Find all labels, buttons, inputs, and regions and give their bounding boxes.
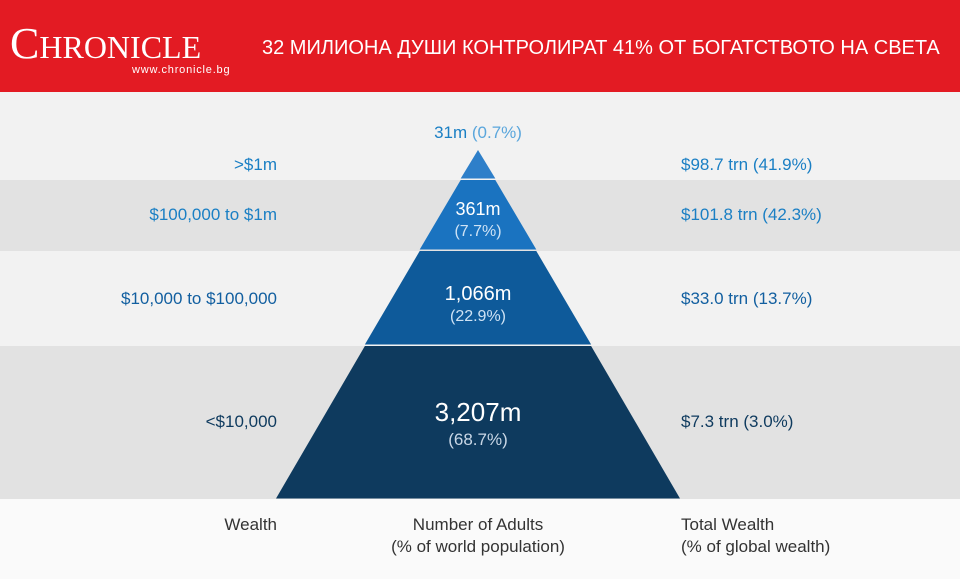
total-wealth-label-tier-2: $101.8 trn (42.3%)	[681, 205, 822, 224]
total-wealth-label-tier-3: $33.0 trn (13.7%)	[681, 289, 813, 308]
pyramid-tier-3	[364, 251, 592, 345]
pyramid-tier-4	[276, 346, 680, 499]
adults-value-tier-3: 1,066m	[445, 283, 512, 305]
site-url[interactable]: www.chronicle.bg	[132, 64, 231, 76]
footer-wealth-label: Wealth	[224, 515, 277, 534]
wealth-label-tier-4: <$10,000	[205, 412, 277, 431]
adults-value-tier-4: 3,207m	[435, 397, 522, 427]
adults-label-tier-1: 31m (0.7%)	[434, 123, 522, 142]
page-title: 32 МИЛИОНА ДУШИ КОНТРОЛИРАТ 41% ОТ БОГАТ…	[262, 37, 940, 59]
pyramid-tier-2	[419, 180, 537, 250]
wealth-label-tier-3: $10,000 to $100,000	[121, 289, 277, 308]
adults-pct-tier-3: (22.9%)	[450, 308, 506, 325]
header-banner: CHRONICLE www.chronicle.bg 32 МИЛИОНА ДУ…	[0, 0, 960, 92]
wealth-label-tier-2: $100,000 to $1m	[149, 205, 277, 224]
footer-total-line1: Total Wealth	[681, 515, 775, 534]
total-wealth-label-tier-1: $98.7 trn (41.9%)	[681, 155, 813, 174]
wealth-label-tier-1: >$1m	[234, 155, 277, 174]
footer-total-line2: (% of global wealth)	[681, 537, 831, 556]
footer-band	[0, 499, 960, 579]
footer-total-label: Total Wealth (% of global wealth)	[681, 514, 830, 558]
adults-pct-tier-2: (7.7%)	[454, 223, 501, 240]
adults-value-tier-2: 361m	[455, 199, 500, 219]
pyramid-tier-1	[460, 150, 496, 179]
footer-adults-line1: Number of Adults	[412, 515, 544, 534]
footer-adults-label: Number of Adults (% of world population)	[358, 514, 598, 558]
total-wealth-label-tier-4: $7.3 trn (3.0%)	[681, 412, 794, 431]
adults-pct-tier-4: (68.7%)	[448, 430, 508, 449]
chronicle-logo[interactable]: CHRONICLE	[10, 19, 202, 68]
footer-adults-line2: (% of world population)	[391, 537, 565, 556]
